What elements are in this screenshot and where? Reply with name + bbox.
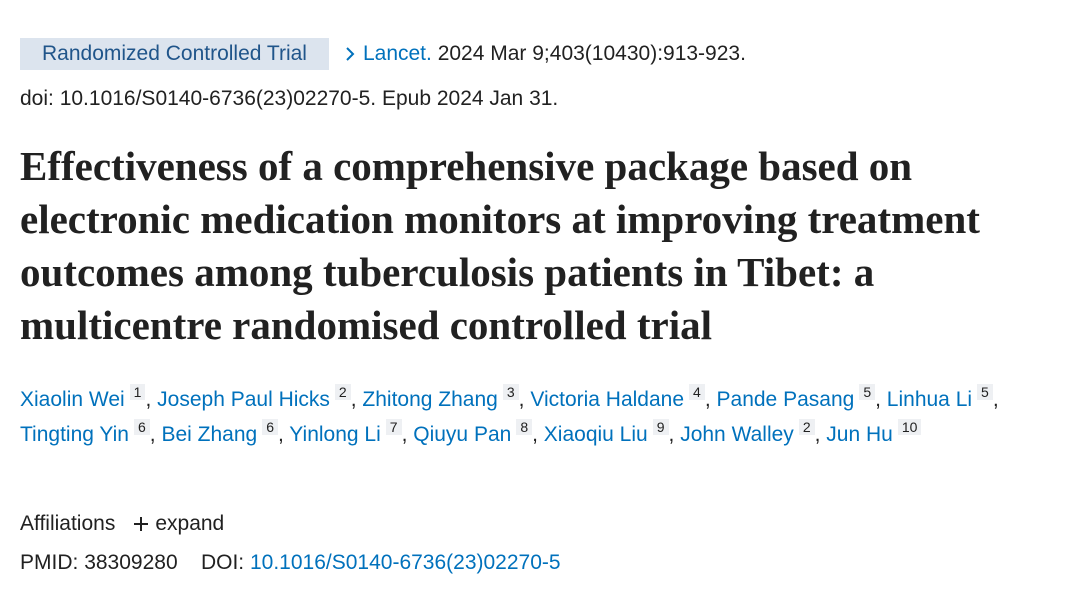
affiliation-number[interactable]: 6 — [262, 419, 278, 435]
separator: , — [814, 423, 821, 446]
author-name[interactable]: Yinlong Li — [289, 423, 381, 446]
separator: , — [532, 423, 538, 446]
affiliation-number[interactable]: 1 — [129, 384, 146, 400]
citation-row: Randomized Controlled Trial Lancet. 2024… — [20, 38, 746, 70]
affiliation-number[interactable]: 3 — [502, 384, 519, 400]
author: Xiaoqiu Liu 9, — [543, 419, 675, 446]
affiliation-number[interactable]: 9 — [652, 419, 669, 435]
affiliation-number[interactable]: 10 — [897, 419, 922, 435]
doi-label: DOI: — [200, 551, 245, 574]
affiliations-label: Affiliations — [20, 512, 116, 535]
publication-type[interactable]: Randomized Controlled Trial — [20, 38, 329, 70]
author: Victoria Haldane 4, — [530, 384, 711, 411]
affiliation-number[interactable]: 2 — [798, 419, 815, 435]
pmid-label: PMID: — [20, 551, 79, 574]
affiliation-number[interactable]: 2 — [334, 384, 351, 400]
affiliation-number[interactable]: 6 — [133, 419, 150, 435]
author: John Walley 2, — [680, 419, 821, 446]
author: Qiuyu Pan 8, — [413, 419, 538, 446]
doi-link[interactable]: 10.1016/S0140-6736(23)02270-5 — [249, 551, 561, 574]
affiliation-number[interactable]: 4 — [689, 384, 705, 400]
author-name[interactable]: Victoria Haldane — [530, 388, 685, 411]
author-name[interactable]: Tingting Yin — [20, 423, 129, 446]
author-name[interactable]: Xiaolin Wei — [20, 388, 125, 411]
author: Joseph Paul Hicks 2, — [157, 384, 357, 411]
separator: , — [875, 388, 881, 411]
plus-icon[interactable] — [133, 516, 149, 532]
separator: , — [704, 388, 711, 411]
author: Xiaolin Wei 1, — [20, 384, 152, 411]
author-name[interactable]: John Walley — [680, 423, 794, 446]
identifiers: PMID: 38309280 DOI: 10.1016/S0140-6736(2… — [20, 551, 561, 575]
author-name[interactable]: Joseph Paul Hicks — [157, 388, 330, 411]
author: Jun Hu 10 — [826, 419, 922, 446]
affiliation-number[interactable]: 5 — [859, 384, 876, 400]
author: Tingting Yin 6, — [20, 419, 156, 446]
author: Pande Pasang 5, — [716, 384, 881, 411]
affiliation-number[interactable]: 5 — [977, 384, 993, 400]
separator: , — [145, 388, 152, 411]
separator: , — [401, 423, 408, 446]
author: Linhua Li 5, — [886, 384, 999, 411]
citation: 2024 Mar 9;403(10430):913-923. — [437, 42, 746, 65]
affiliation-number[interactable]: 8 — [516, 419, 533, 435]
doi-line: doi: 10.1016/S0140-6736(23)02270-5. Epub… — [20, 87, 559, 110]
author-name[interactable]: Qiuyu Pan — [413, 423, 512, 446]
affiliations-row: Affiliations expand — [20, 512, 224, 536]
affiliation-number[interactable]: 7 — [385, 419, 402, 435]
separator: , — [518, 388, 525, 411]
author: Yinlong Li 7, — [289, 419, 408, 446]
author-name[interactable]: Linhua Li — [886, 388, 973, 411]
separator: , — [277, 423, 284, 446]
author-list: Xiaolin Wei 1, Joseph Paul Hicks 2, Zhiton… — [20, 382, 1050, 452]
chevron-icon — [346, 47, 355, 61]
author-name[interactable]: Xiaoqiu Liu — [543, 423, 648, 446]
separator: , — [668, 423, 675, 446]
author-name[interactable]: Jun Hu — [826, 423, 893, 446]
expand-button[interactable]: expand — [155, 512, 225, 535]
author-name[interactable]: Pande Pasang — [716, 388, 855, 411]
pmid: 38309280 — [84, 551, 178, 574]
separator: , — [992, 388, 999, 411]
author: Bei Zhang 6, — [161, 419, 284, 446]
author-name[interactable]: Zhitong Zhang — [362, 388, 498, 411]
author-name[interactable]: Bei Zhang — [161, 423, 258, 446]
author: Zhitong Zhang 3, — [362, 384, 525, 411]
journal-link[interactable]: Lancet. — [362, 42, 432, 65]
article-title: Effectiveness of a comprehensive package… — [20, 143, 980, 348]
separator: , — [350, 388, 357, 411]
separator: , — [149, 423, 156, 446]
